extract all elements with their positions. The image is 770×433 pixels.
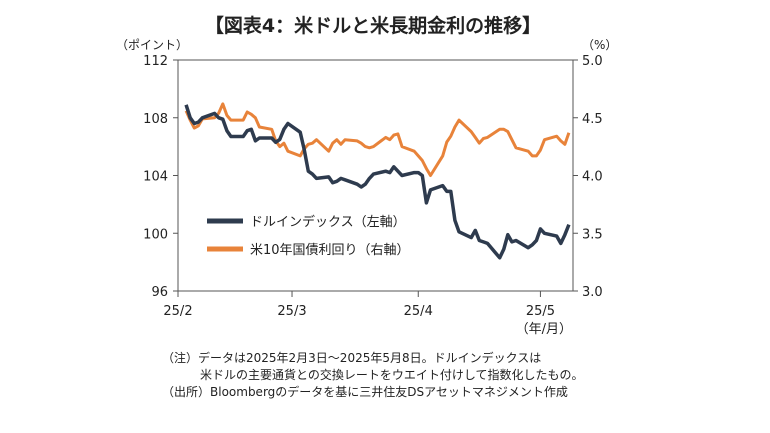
left-tick-label: 104	[143, 170, 168, 185]
x-axis-ticks: 25/2 25/3 25/4 25/5	[163, 291, 555, 319]
left-tick-label: 96	[151, 285, 168, 300]
right-axis-ticks: 3.0 3.5 4.0 4.5 5.0	[573, 54, 603, 300]
x-tick-label: 25/2	[163, 304, 192, 319]
right-tick-label: 3.5	[582, 227, 603, 242]
chart: 【図表4：米ドルと米長期金利の推移】 （ポイント） （%） 96 100 104 10…	[116, 14, 617, 337]
note-line-2: 米ドルの主要通貨との交換レートをウエイト付けして指数化したもの。	[200, 368, 584, 382]
right-axis-unit: （%）	[582, 38, 617, 52]
right-tick-label: 4.5	[582, 112, 603, 127]
right-tick-label: 5.0	[582, 54, 603, 69]
note-line-1: （注）データは2025年2月3日～2025年5月8日。ドルインデックスは	[162, 351, 542, 365]
legend-label-dollar-index: ドルインデックス（左軸）	[250, 214, 406, 230]
left-axis-ticks: 96 100 104 108 112	[143, 54, 178, 300]
x-tick-label: 25/3	[277, 304, 306, 319]
right-tick-label: 3.0	[582, 285, 603, 300]
left-tick-label: 112	[143, 54, 168, 69]
note-line-3: （出所）Bloombergのデータを基に三井住友DSアセットマネジメント作成	[162, 385, 568, 399]
chart-title: 【図表4：米ドルと米長期金利の推移】	[205, 14, 541, 37]
x-axis-unit: （年/月）	[516, 322, 572, 337]
legend: ドルインデックス（左軸） 米10年国債利回り（右軸）	[207, 214, 410, 258]
left-tick-label: 108	[143, 112, 168, 127]
us10y-yield-line	[184, 102, 571, 177]
legend-label-us10y-yield: 米10年国債利回り（右軸）	[250, 243, 410, 258]
x-tick-label: 25/4	[404, 304, 433, 319]
chart-notes: （注）データは2025年2月3日～2025年5月8日。ドルインデックスは 米ドル…	[162, 350, 762, 401]
series-lines	[184, 102, 571, 260]
left-tick-label: 100	[143, 227, 168, 242]
dollar-index-line	[184, 104, 571, 260]
left-axis-unit: （ポイント）	[116, 38, 188, 52]
x-tick-label: 25/5	[526, 304, 555, 319]
right-tick-label: 4.0	[582, 170, 603, 185]
